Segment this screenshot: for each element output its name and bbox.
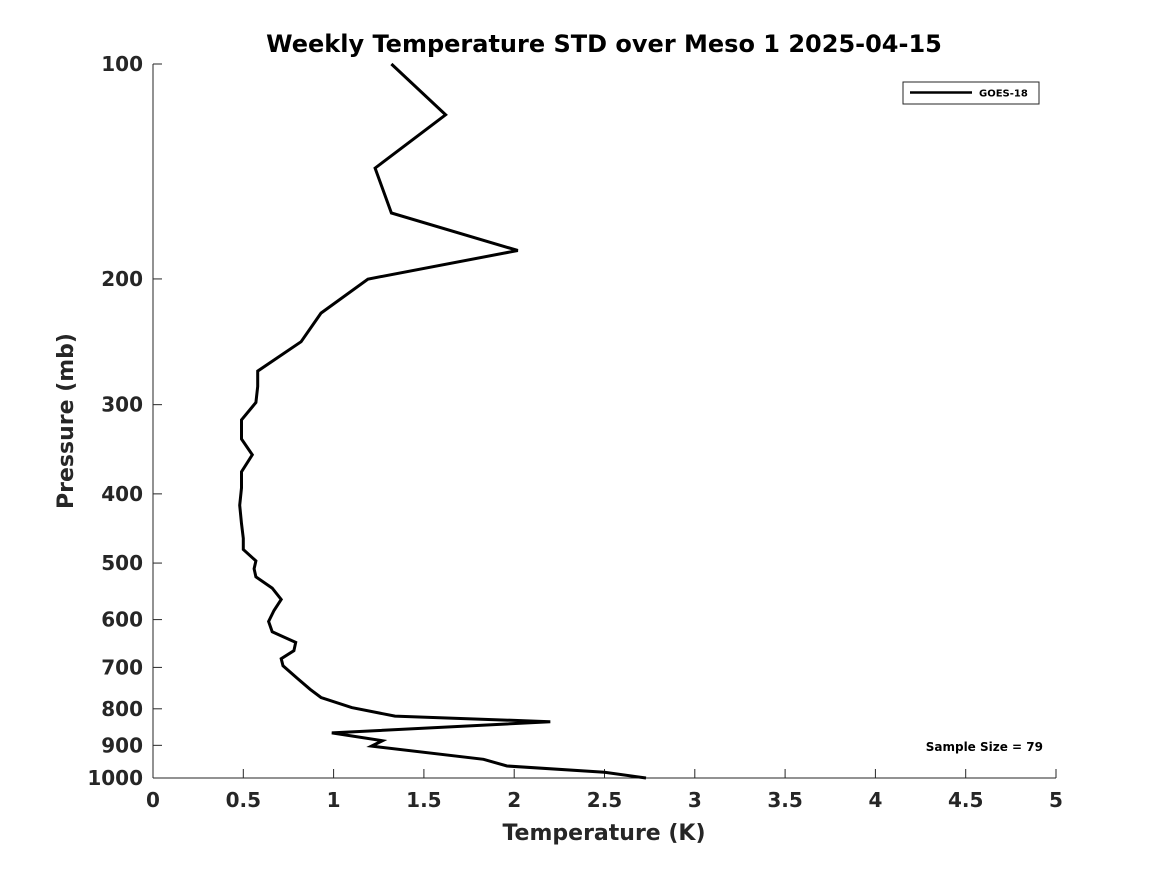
- x-axis-label: Temperature (K): [502, 821, 705, 846]
- y-tick-label: 300: [101, 393, 143, 417]
- x-tick-label: 0: [146, 788, 160, 812]
- y-tick-label: 100: [101, 52, 143, 76]
- x-tick-label: 4: [868, 788, 882, 812]
- legend-entry-goes-18: GOES-18: [979, 89, 1028, 100]
- x-tick-label: 3.5: [767, 788, 802, 812]
- y-tick-label: 400: [101, 482, 143, 506]
- y-tick-label: 200: [101, 267, 143, 291]
- series-layer: [238, 62, 647, 780]
- y-tick-label: 800: [101, 697, 143, 721]
- x-tick-label: 1.5: [406, 788, 441, 812]
- x-tick-label: 2: [507, 788, 521, 812]
- x-tick-label: 2.5: [587, 788, 622, 812]
- x-tick-label: 4.5: [948, 788, 983, 812]
- x-tick-label: 0.5: [226, 788, 261, 812]
- y-tick-label: 600: [101, 608, 143, 632]
- sample-size-annotation: Sample Size = 79: [926, 740, 1043, 754]
- y-tick-label: 900: [101, 733, 143, 757]
- y-axis-label: Pressure (mb): [54, 333, 79, 509]
- x-tick-label: 1: [327, 788, 341, 812]
- x-axis-ticks: 0 0.5 1 1.5 2 2.5 3 3.5 4 4.5 5: [146, 769, 1063, 812]
- chart-title: Weekly Temperature STD over Meso 1 2025-…: [266, 30, 942, 58]
- y-axis-ticks: 100 200 300 400 500 600 700 800 900 1000: [87, 52, 162, 790]
- y-tick-label: 1000: [87, 766, 143, 790]
- x-tick-label: 5: [1049, 788, 1063, 812]
- x-tick-label: 3: [688, 788, 702, 812]
- plot-area: [153, 64, 1056, 778]
- y-tick-label: 700: [101, 655, 143, 679]
- plot-axes: 0 0.5 1 1.5 2 2.5 3 3.5 4 4.5 5 100 200 300 400 500 600…: [87, 52, 1063, 812]
- legend: GOES-18: [902, 81, 1040, 105]
- series-line-goes-18: [238, 62, 647, 780]
- y-tick-label: 500: [101, 551, 143, 575]
